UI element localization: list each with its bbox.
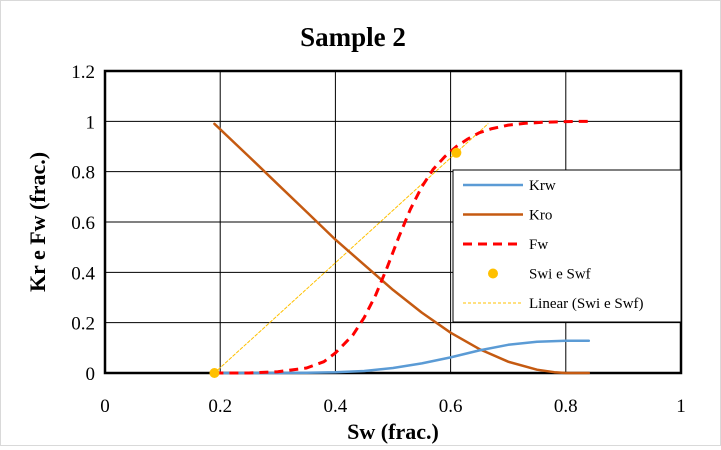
series-kro-line <box>213 122 591 375</box>
chart-title: Sample 2 <box>300 22 406 52</box>
series-krw-line <box>213 339 591 375</box>
swi-swf-point <box>451 147 462 158</box>
y-axis-label: Kr e Fw (frac.) <box>25 152 50 292</box>
series-linear-swi-e-swf-line <box>213 123 489 374</box>
legend-linear-swi-e-swf-label: Linear (Swi e Swf) <box>529 296 644 312</box>
series-fw-line <box>214 119 589 375</box>
y-tick-label: 0.6 <box>71 213 95 234</box>
series-layer <box>209 119 591 378</box>
legend-swi-e-swf-label: Swi e Swf <box>529 267 591 283</box>
y-tick-label: 1.2 <box>71 62 95 83</box>
x-tick-label: 0.4 <box>324 396 348 417</box>
legend-fw-label: Fw <box>529 237 548 253</box>
swi-swf-point <box>209 368 220 378</box>
legend-kro-label: Kro <box>529 208 552 224</box>
x-axis-ticks: 0 0.2 0.4 0.6 0.8 1 <box>100 396 686 417</box>
x-tick-label: 0.8 <box>554 396 578 417</box>
legend-swi-e-swf-marker <box>488 268 498 279</box>
y-tick-label: 0.4 <box>71 263 95 284</box>
x-tick-label: 0 <box>100 396 110 417</box>
legend: Krw Kro Fw Swi e Swf Linear (Swi e Swf) <box>452 169 682 323</box>
x-axis-label: Sw (frac.) <box>347 419 439 444</box>
y-tick-label: 0 <box>86 364 96 385</box>
x-tick-label: 0.6 <box>439 396 463 417</box>
y-axis-ticks: 0 0.2 0.4 0.6 0.8 1 1.2 <box>71 62 95 385</box>
x-tick-label: 1 <box>676 396 686 417</box>
legend-krw-label: Krw <box>529 178 556 194</box>
y-tick-label: 0.8 <box>71 163 95 184</box>
y-tick-label: 0.2 <box>71 314 95 335</box>
y-tick-label: 1 <box>86 112 96 133</box>
legend-box <box>452 169 682 323</box>
x-tick-label: 0.2 <box>208 396 232 417</box>
